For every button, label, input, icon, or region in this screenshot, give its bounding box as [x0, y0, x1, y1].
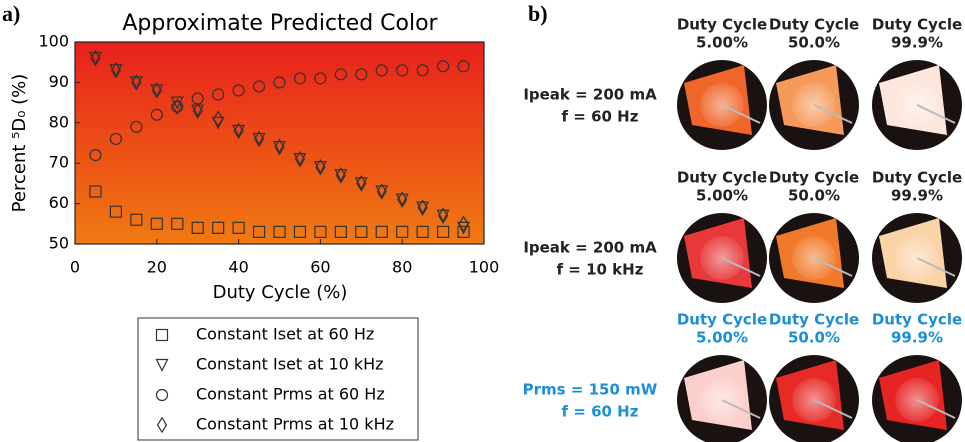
column-header: Duty Cycle: [769, 311, 859, 329]
column-header: 50.0%: [788, 34, 840, 52]
column-header: 5.00%: [696, 187, 748, 205]
column-header: 5.00%: [696, 329, 748, 347]
row-label: Ipeak = 200 mA: [523, 239, 657, 257]
column-header: Duty Cycle: [677, 311, 767, 329]
column-header: 5.00%: [696, 34, 748, 52]
row-label: f = 60 Hz: [562, 403, 639, 421]
row-label: Prms = 150 mW: [523, 381, 658, 399]
x-tick-label: 20: [147, 258, 167, 277]
column-header: Duty Cycle: [872, 311, 962, 329]
column-header: Duty Cycle: [769, 169, 859, 187]
chart-title: Approximate Predicted Color: [122, 11, 438, 36]
column-header: Duty Cycle: [677, 16, 767, 34]
row-label: f = 10 kHz: [557, 261, 644, 279]
column-header: 99.9%: [891, 187, 943, 205]
panel-label: b): [528, 1, 548, 26]
column-header: Duty Cycle: [872, 16, 962, 34]
legend-label: Constant Prms at 10 kHz: [196, 415, 394, 434]
y-tick-label: 100: [38, 32, 69, 51]
row-label: Ipeak = 200 mA: [523, 86, 657, 104]
column-header: Duty Cycle: [769, 16, 859, 34]
column-header: 50.0%: [788, 187, 840, 205]
y-tick-label: 50: [49, 234, 69, 253]
column-header: 99.9%: [891, 34, 943, 52]
column-header: Duty Cycle: [677, 169, 767, 187]
legend-label: Constant Prms at 60 Hz: [196, 385, 385, 404]
row-label: f = 60 Hz: [562, 108, 639, 126]
x-tick-label: 40: [228, 258, 248, 277]
column-header: 50.0%: [788, 329, 840, 347]
y-axis-label: Percent ⁵D₀ (%): [9, 74, 30, 213]
x-tick-label: 60: [310, 258, 330, 277]
y-tick-label: 80: [49, 112, 69, 131]
y-tick-label: 70: [49, 153, 69, 172]
legend-label: Constant Iset at 60 Hz: [196, 325, 374, 344]
panel-label: a): [2, 1, 20, 26]
y-tick-label: 90: [49, 72, 69, 91]
figure: a) Approximate Predicted Color Duty Cycl…: [0, 0, 965, 442]
x-axis-label: Duty Cycle (%): [213, 282, 348, 303]
column-header: 99.9%: [891, 329, 943, 347]
column-header: Duty Cycle: [872, 169, 962, 187]
y-tick-label: 60: [49, 193, 69, 212]
x-tick-label: 100: [469, 258, 500, 277]
legend-label: Constant Iset at 10 kHz: [196, 355, 384, 374]
x-tick-label: 80: [392, 258, 412, 277]
x-tick-label: 0: [70, 258, 80, 277]
